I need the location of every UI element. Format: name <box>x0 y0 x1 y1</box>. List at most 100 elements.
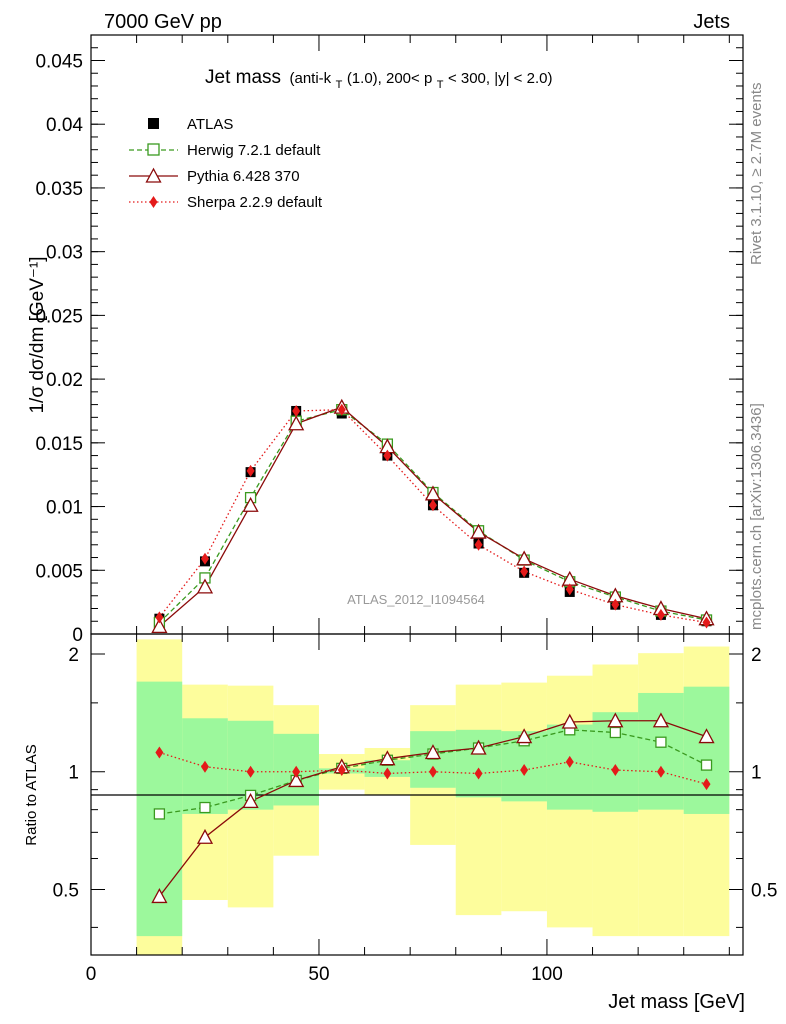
plot-title: Jet mass (anti-k T (1.0), 200< p T < 300… <box>205 67 552 92</box>
ratio-point-pythia <box>424 744 442 760</box>
ratio-point-herwig <box>199 801 211 814</box>
main-point-sherpa <box>428 499 437 512</box>
mcplots-label: mcplots.cern.ch [arXiv:1306.3436] <box>748 403 765 630</box>
ratio-point-pythia <box>561 713 578 729</box>
main-point-sherpa <box>565 583 574 596</box>
ratio-panel: 0.5 0.5 1 1 2 2 0 50 100 <box>53 633 777 985</box>
main-point-pythia <box>288 415 305 431</box>
main-point-pythia <box>470 523 487 539</box>
main-point-sherpa <box>702 616 711 629</box>
ratio-point-pythia <box>242 792 259 809</box>
ratio-y-tick-label-right: 2 <box>751 645 762 666</box>
title-post: < 300, |y| < 2.0) <box>448 70 553 87</box>
ratio-point-sherpa <box>292 765 301 778</box>
main-point-pythia <box>196 578 214 594</box>
legend: ATLAS Herwig 7.2.1 default Pythia 6.428 … <box>129 116 323 211</box>
x-tick-label: 50 <box>308 964 329 985</box>
ratio-y-label: Ratio to ATLAS <box>23 744 40 845</box>
ratio-point-sherpa <box>155 746 164 759</box>
main-point-pythia <box>151 617 168 634</box>
main-point-sherpa <box>337 403 346 416</box>
ratio-point-sherpa <box>200 760 209 773</box>
title-sub2: T <box>437 79 444 91</box>
ratio-point-herwig <box>153 808 166 820</box>
legend-pythia-label: Pythia 6.428 370 <box>187 168 300 185</box>
main-point-sherpa <box>383 449 392 462</box>
ratio-point-sherpa <box>474 767 483 780</box>
main-point-sherpa <box>155 611 164 624</box>
main-y-ticks: 0 0.005 0.01 0.015 0.02 0.025 0.03 0.035 0.04 0.0… <box>35 34 743 646</box>
ratio-y-ticks: 0.5 0.5 1 1 2 2 <box>53 645 777 928</box>
ratio-series-layer <box>151 712 715 904</box>
main-y-label: 1/σ dσ/dm [GeV⁻¹] <box>27 256 48 413</box>
title-mid: (1.0), 200< p <box>347 70 432 87</box>
ratio-y-tick-label-right: 1 <box>751 763 762 784</box>
title-sub1: T <box>336 79 343 91</box>
legend-entry-pythia: Pythia 6.428 370 <box>129 167 300 185</box>
ratio-point-sherpa <box>520 764 529 777</box>
ratio-point-sherpa <box>383 767 392 780</box>
main-point-sherpa <box>474 538 483 551</box>
ratio-point-pythia <box>151 888 168 904</box>
main-y-tick-label: 0 <box>72 625 83 646</box>
ratio-point-sherpa <box>428 765 437 778</box>
ratio-y-tick-label-right: 0.5 <box>751 880 777 901</box>
main-point-pythia <box>516 550 533 566</box>
legend-atlas-marker <box>148 118 159 129</box>
ratio-outer-band <box>455 684 502 916</box>
ratio-y-tick-label: 1 <box>68 763 79 784</box>
main-point-sherpa <box>246 464 255 477</box>
ratio-point-pythia <box>698 728 715 744</box>
ratio-bands-layer <box>136 639 730 955</box>
ratio-point-sherpa <box>611 764 620 777</box>
main-y-tick-label: 0.015 <box>35 434 83 455</box>
ratio-point-sherpa <box>702 778 711 791</box>
ratio-inner-band <box>683 686 730 814</box>
ratio-point-pythia <box>607 712 624 728</box>
ratio-point-herwig <box>700 759 713 771</box>
ratio-inner-band <box>638 692 684 810</box>
main-point-sherpa <box>292 404 301 417</box>
ratio-x-ticks: 0 50 100 <box>86 634 730 985</box>
ratio-point-pythia <box>470 739 487 755</box>
legend-pythia-marker <box>145 167 162 183</box>
ratio-point-pythia <box>288 772 305 788</box>
legend-entry-herwig: Herwig 7.2.1 default <box>129 142 321 159</box>
main-point-sherpa <box>611 598 620 611</box>
main-line-sherpa <box>158 409 707 624</box>
analysis-watermark: ATLAS_2012_I1094564 <box>347 592 485 607</box>
ratio-y-tick-label: 2 <box>68 645 79 666</box>
legend-entry-atlas: ATLAS <box>148 116 233 133</box>
ratio-point-herwig <box>609 726 621 739</box>
legend-herwig-label: Herwig 7.2.1 default <box>187 142 321 159</box>
main-y-tick-label: 0.035 <box>35 179 83 200</box>
ratio-y-tick-label: 0.5 <box>53 880 79 901</box>
main-point-sherpa <box>520 565 529 578</box>
legend-herwig-marker <box>147 143 160 156</box>
ratio-frame <box>90 633 744 956</box>
main-line-herwig <box>158 408 707 623</box>
main-point-sherpa <box>656 608 665 621</box>
legend-sherpa-label: Sherpa 2.2.9 default <box>187 194 323 211</box>
title-pre: (anti-k <box>289 70 331 87</box>
x-axis-label: Jet mass [GeV] <box>608 991 745 1013</box>
header-left: 7000 GeV pp <box>104 11 222 33</box>
legend-sherpa-marker <box>149 196 158 208</box>
ratio-point-sherpa <box>565 755 574 768</box>
header-right: Jets <box>693 11 730 33</box>
main-y-tick-label: 0.01 <box>46 498 83 519</box>
x-tick-label: 100 <box>531 964 563 985</box>
main-y-tick-label: 0.005 <box>35 561 83 582</box>
ratio-point-herwig <box>655 736 667 748</box>
main-y-tick-label: 0.03 <box>46 243 83 264</box>
ratio-point-pythia <box>652 712 670 728</box>
ratio-point-sherpa <box>246 765 255 778</box>
main-y-tick-label: 0.02 <box>46 370 83 391</box>
ratio-point-pythia <box>516 728 533 744</box>
main-panel: 0 0.005 0.01 0.015 0.02 0.025 0.03 0.035 0.04 0.0… <box>35 34 744 646</box>
rivet-version-label: Rivet 3.1.10, ≥ 2.7M events <box>748 83 765 266</box>
main-y-tick-label: 0.04 <box>46 115 83 136</box>
main-x-ticks <box>90 35 730 634</box>
x-tick-label: 0 <box>86 964 97 985</box>
